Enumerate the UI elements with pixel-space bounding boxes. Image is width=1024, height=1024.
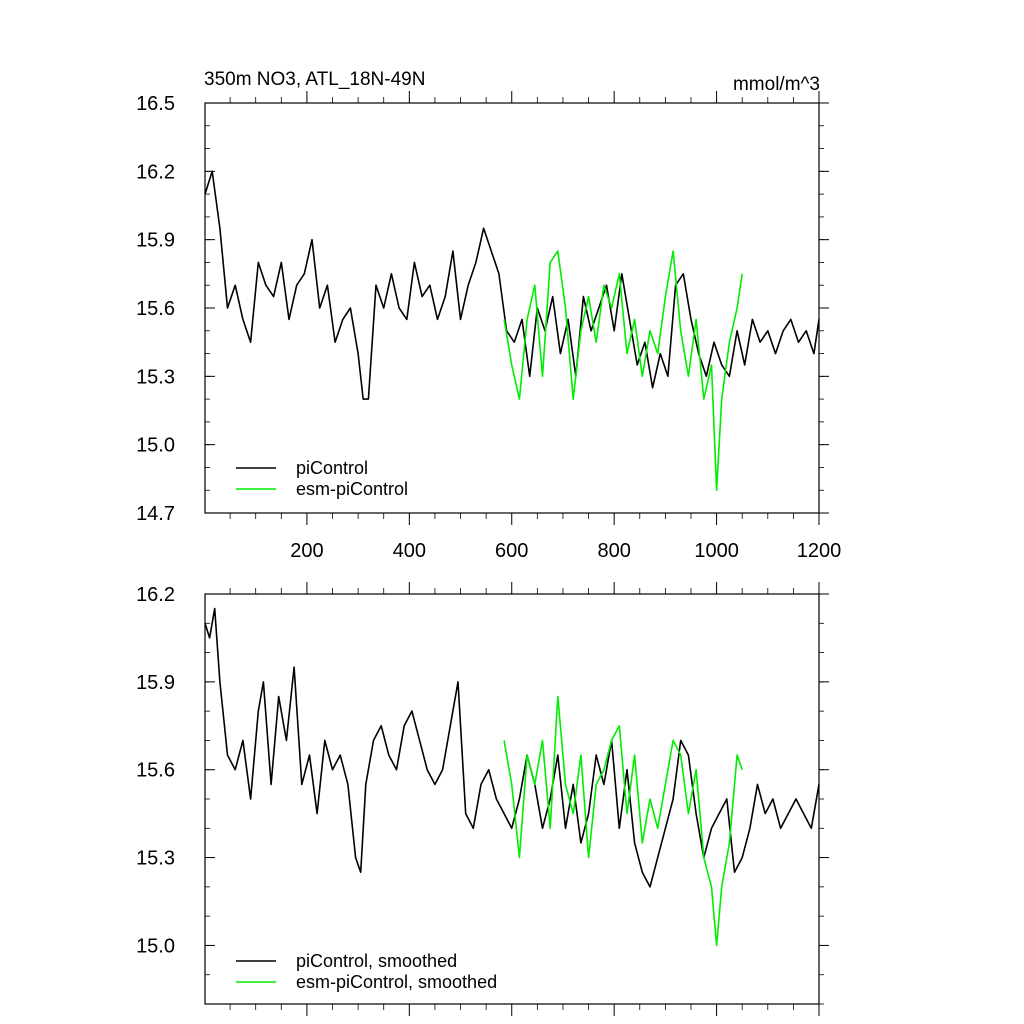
top-legend-label-picontrol: piControl — [296, 458, 368, 478]
bottom-y-tick-label: 15.9 — [136, 672, 175, 694]
top-series-line-esm-picontrol — [503, 250, 743, 492]
bottom-plot-area: 15.0 15.3 15.6 15.9 16.2 — [136, 582, 829, 1016]
top-legend: piControl esm-piControl — [236, 458, 408, 499]
bottom-series-line-picontrol-smoothed — [204, 607, 820, 888]
bottom-legend-label-esm-picontrol: esm-piControl, smoothed — [296, 972, 497, 992]
bottom-y-tick-label: 15.3 — [136, 848, 175, 870]
top-x-tick-label: 800 — [597, 540, 630, 562]
top-x-tick-label: 1200 — [797, 540, 842, 562]
top-y-tick-label: 15.3 — [136, 366, 175, 388]
bottom-y-tick-label: 15.0 — [136, 935, 175, 957]
top-x-tick-label: 400 — [393, 540, 426, 562]
top-y-tick-label: 15.9 — [136, 230, 175, 252]
top-plot-area: 14.7 15.0 15.3 15.6 15.9 16.2 16.5 200 400 600 800… — [136, 91, 841, 562]
bottom-y-tick-label: 15.6 — [136, 760, 175, 782]
top-y-tick-label: 16.2 — [136, 161, 175, 183]
top-y-tick-label: 15.0 — [136, 435, 175, 457]
top-x-tick-label: 200 — [290, 540, 323, 562]
top-panel: 350m NO3, ATL_18N-49N mmol/m^3 14.715.01… — [136, 69, 841, 562]
top-y-tick-label: 16.5 — [136, 93, 175, 115]
top-y-tick-label: 14.7 — [136, 503, 175, 525]
bottom-plot-frame — [204, 593, 820, 1005]
top-panel-units: mmol/m^3 — [733, 74, 820, 95]
top-panel-title: 350m NO3, ATL_18N-49N — [204, 69, 425, 90]
top-y-tick-label: 15.6 — [136, 298, 175, 320]
bottom-y-tick-label: 16.2 — [136, 584, 175, 606]
bottom-panel: 15.0 15.3 15.6 15.9 16.2 piControl, smoothed… — [136, 582, 829, 1016]
bottom-series-line-esm-picontrol-smoothed — [503, 695, 743, 947]
top-x-tick-label: 1000 — [694, 540, 739, 562]
bottom-legend-label-picontrol: piControl, smoothed — [296, 951, 457, 971]
top-series-line-picontrol — [204, 170, 820, 400]
bottom-legend: piControl, smoothed esm-piControl, smoot… — [236, 951, 497, 992]
top-plot-frame — [204, 102, 820, 514]
top-legend-label-esm-picontrol: esm-piControl — [296, 479, 408, 499]
top-x-tick-label: 600 — [495, 540, 528, 562]
